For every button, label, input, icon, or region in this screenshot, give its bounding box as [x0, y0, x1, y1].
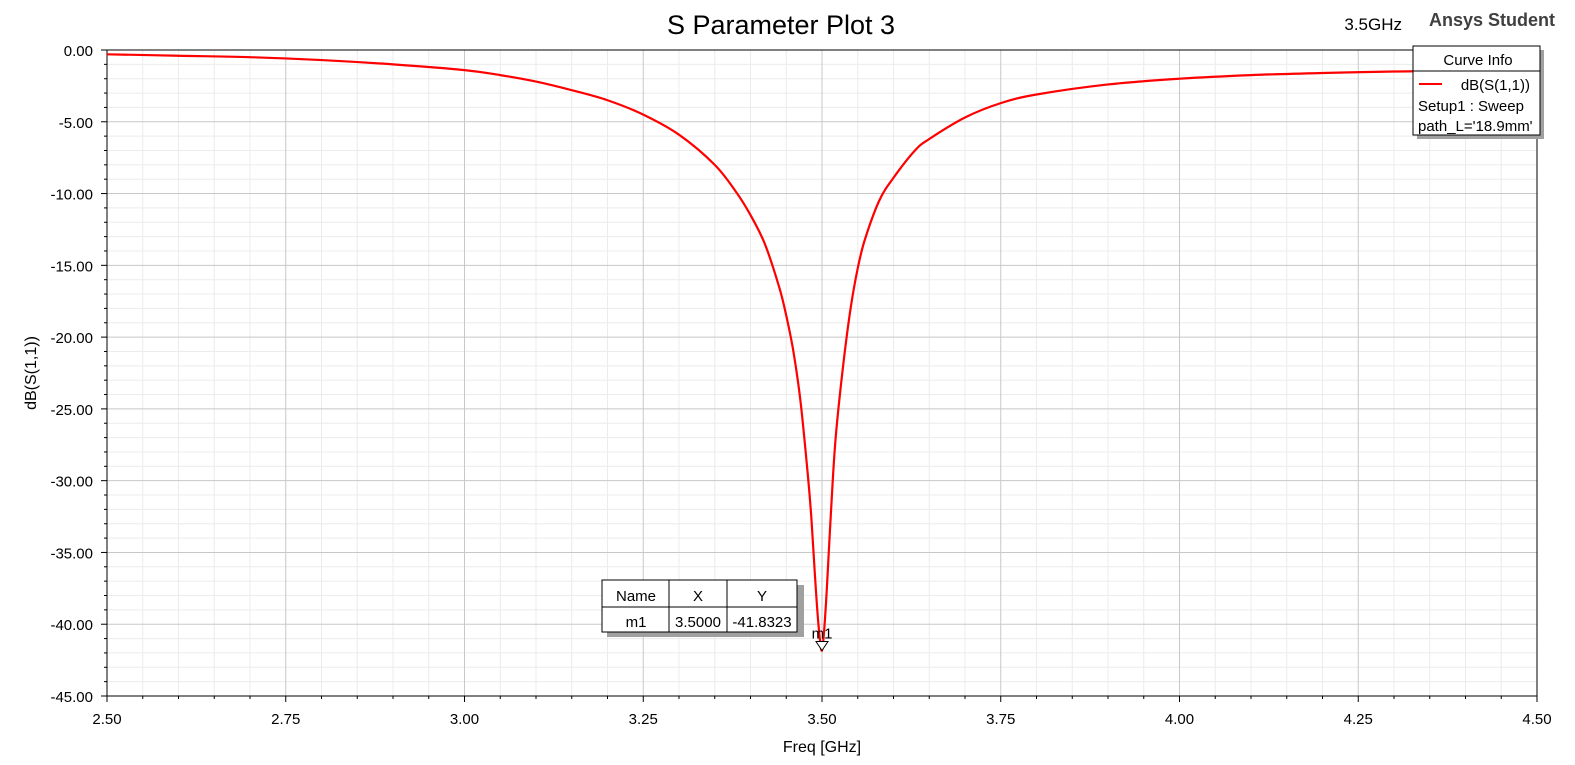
x-tick-label: 3.50	[807, 711, 836, 728]
major-gridlines	[107, 50, 1537, 696]
marker-layer: m1	[812, 626, 833, 652]
y-tick-label: -30.00	[50, 474, 93, 491]
legend-param-line: path_L='18.9mm'	[1418, 118, 1533, 135]
marker-table-cell-x: 3.5000	[675, 614, 721, 631]
x-tick-label: 3.25	[629, 711, 658, 728]
marker-table-header-name: Name	[616, 588, 656, 605]
y-tick-label: -10.00	[50, 187, 93, 204]
x-tick-label: 2.50	[92, 711, 121, 728]
x-tick-label: 4.50	[1522, 711, 1551, 728]
x-axis-tick-labels: 2.50 2.75 3.00 3.25 3.50 3.75 4.00 4.25 4.50	[92, 711, 1551, 728]
y-tick-label: -40.00	[50, 617, 93, 634]
y-tick-label: -25.00	[50, 402, 93, 419]
x-tick-label: 4.00	[1165, 711, 1194, 728]
legend-entry-name: dB(S(1,1))	[1461, 77, 1530, 94]
marker-table-header-x: X	[693, 588, 703, 605]
x-tick-label: 4.25	[1344, 711, 1373, 728]
marker-table-header-y: Y	[757, 588, 767, 605]
y-axis-tick-labels: 0.00 -5.00 -10.00 -15.00 -20.00 -25.00 -30.00 -…	[50, 43, 93, 706]
y-tick-label: -45.00	[50, 689, 93, 706]
curve-info-legend[interactable]: Curve Info dB(S(1,1)) Setup1 : Sweep pat…	[1412, 45, 1544, 139]
y-axis-label: dB(S(1,1))	[23, 336, 40, 410]
x-tick-label: 3.75	[986, 711, 1015, 728]
x-tick-label: 2.75	[271, 711, 300, 728]
legend-title: Curve Info	[1443, 52, 1512, 69]
series-layer	[106, 53, 1538, 652]
y-tick-label: 0.00	[64, 43, 93, 60]
marker-triangle	[815, 641, 829, 652]
marker-table[interactable]: Name X Y m1 3.5000 -41.8323	[601, 579, 804, 637]
marker-table-box	[601, 579, 798, 633]
series-line	[106, 53, 1538, 652]
chart-title: S Parameter Plot 3	[667, 10, 895, 40]
y-tick-label: -15.00	[50, 258, 93, 275]
y-tick-label: -20.00	[50, 330, 93, 347]
y-tick-label: -35.00	[50, 545, 93, 562]
frequency-note: 3.5GHz	[1344, 15, 1402, 34]
marker-label: m1	[812, 626, 833, 643]
marker-table-cell-name: m1	[626, 614, 647, 631]
x-tick-label: 3.00	[450, 711, 479, 728]
brand-watermark: Ansys Student	[1429, 10, 1555, 30]
legend-setup-line: Setup1 : Sweep	[1418, 98, 1524, 115]
y-tick-label: -5.00	[59, 115, 93, 132]
marker-table-cell-y: -41.8323	[732, 614, 791, 631]
axis-tick-marks	[101, 49, 1538, 702]
legend-box	[1412, 45, 1541, 136]
x-axis-label: Freq [GHz]	[783, 739, 861, 756]
